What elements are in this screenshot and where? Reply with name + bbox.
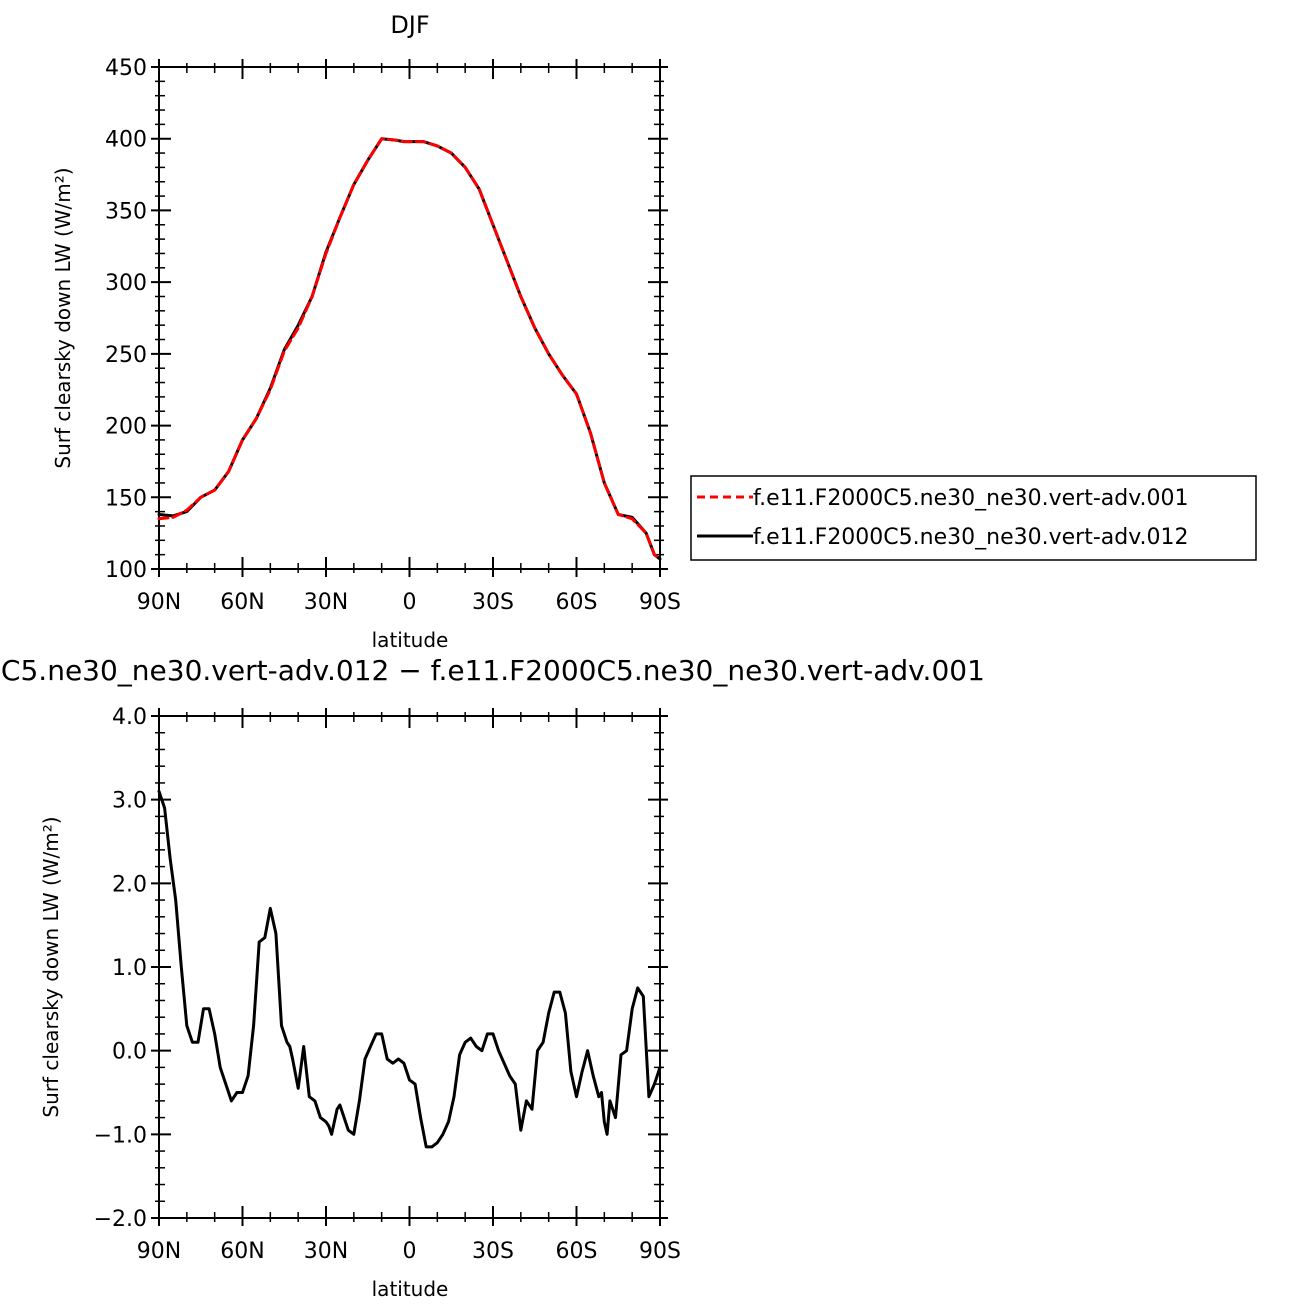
top-xtick-label-5: 60S — [556, 590, 598, 615]
bottom-series-lines — [157, 789, 662, 1149]
top-series-lines — [157, 137, 662, 561]
top-x-tick-labels: 90N 60N 30N 0 30S 60S 90S — [137, 590, 681, 615]
bottom-ytick-label-2: 0.0 — [112, 1040, 147, 1065]
bottom-ytick-label-6: 4.0 — [112, 705, 147, 730]
bottom-xtick-label-3: 0 — [403, 1239, 417, 1264]
bottom-ytick-label-4: 2.0 — [112, 872, 147, 897]
top-y-axis-label: Surf clearsky down LW (W/m²) — [51, 167, 75, 468]
bottom-xtick-label-1: 60N — [220, 1239, 264, 1264]
bottom-xtick-label-2: 30N — [304, 1239, 348, 1264]
top-series-line-1 — [157, 137, 662, 561]
top-chart-title: DJF — [390, 11, 429, 39]
legend-label-series-012: f.e11.F2000C5.ne30_ne30.vert-adv.012 — [753, 525, 1189, 550]
bottom-tick-marks — [151, 708, 668, 1226]
top-ytick-label-2: 200 — [105, 415, 147, 440]
bottom-xtick-label-5: 60S — [556, 1239, 598, 1264]
bottom-y-tick-labels: −2.0 −1.0 0.0 1.0 2.0 3.0 4.0 — [94, 705, 147, 1232]
bottom-chart-title: f.e11.F2000C5.ne30_ne30.vert-adv.012 − f… — [0, 654, 985, 687]
bottom-xtick-label-4: 30S — [472, 1239, 514, 1264]
top-series-line-0 — [157, 137, 662, 561]
bottom-y-axis-label: Surf clearsky down LW (W/m²) — [39, 816, 63, 1117]
top-xtick-label-0: 90N — [137, 590, 181, 615]
legend-box — [690, 475, 1257, 561]
bottom-plot-frame — [158, 715, 661, 1219]
bottom-x-tick-labels: 90N 60N 30N 0 30S 60S 90S — [137, 1239, 681, 1264]
top-ytick-label-3: 250 — [105, 343, 147, 368]
top-x-axis-label: latitude — [372, 628, 449, 652]
bottom-panel: f.e11.F2000C5.ne30_ne30.vert-adv.012 − f… — [0, 654, 985, 1301]
legend-label-series-001: f.e11.F2000C5.ne30_ne30.vert-adv.001 — [753, 486, 1189, 511]
top-ytick-label-6: 400 — [105, 128, 147, 153]
top-legend: f.e11.F2000C5.ne30_ne30.vert-adv.001 f.e… — [690, 475, 1257, 561]
bottom-xtick-label-6: 90S — [639, 1239, 681, 1264]
top-xtick-label-4: 30S — [472, 590, 514, 615]
top-xtick-label-3: 0 — [403, 590, 417, 615]
top-ytick-label-7: 450 — [105, 56, 147, 81]
top-xtick-label-2: 30N — [304, 590, 348, 615]
top-ytick-label-1: 150 — [105, 486, 147, 511]
top-ytick-label-5: 350 — [105, 199, 147, 224]
bottom-ytick-label-3: 1.0 — [112, 956, 147, 981]
bottom-x-axis-label: latitude — [372, 1277, 449, 1301]
bottom-series-line-0 — [157, 789, 662, 1149]
top-xtick-label-6: 90S — [639, 590, 681, 615]
bottom-ytick-label-5: 3.0 — [112, 789, 147, 814]
top-ytick-label-0: 100 — [105, 558, 147, 583]
top-y-tick-labels: 100 150 200 250 300 350 400 450 — [105, 56, 147, 583]
top-ytick-label-4: 300 — [105, 271, 147, 296]
bottom-ytick-label-1: −1.0 — [94, 1123, 147, 1148]
top-panel: DJF 90N 60N 30N 0 30S 60S 90S 100 150 200 250 300 3… — [51, 11, 1257, 652]
bottom-xtick-label-0: 90N — [137, 1239, 181, 1264]
bottom-ytick-label-0: −2.0 — [94, 1207, 147, 1232]
top-xtick-label-1: 60N — [220, 590, 264, 615]
top-tick-marks — [151, 59, 668, 577]
